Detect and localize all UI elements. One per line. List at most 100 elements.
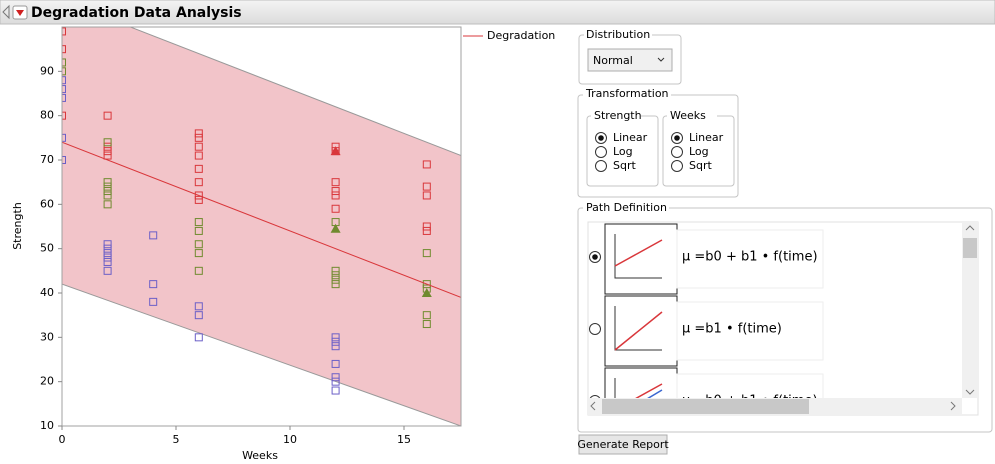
point-square (103, 187, 112, 196)
point-square (103, 142, 112, 151)
formula: μ =b1 • f(time) (682, 322, 782, 337)
h-thumb[interactable] (602, 399, 809, 414)
point-square (103, 240, 112, 249)
point-square (62, 93, 66, 102)
point-square (62, 85, 66, 94)
formula: μ =b0 + b1 • f(time) (682, 394, 818, 409)
formula-box (676, 229, 824, 289)
point-square (331, 386, 340, 395)
point-square (422, 311, 431, 320)
point-square (194, 191, 203, 200)
radio[interactable] (671, 146, 683, 158)
plot-area (62, 27, 461, 426)
chart: Strength Weeks 10 20 30 40 50 60 70 80 90 0 5 10 15 D… (11, 26, 555, 462)
icon-axes (614, 378, 616, 398)
point-square (103, 249, 112, 258)
distribution-value: Normal (593, 54, 633, 67)
path-icon-frame (604, 223, 678, 295)
v-thumb[interactable] (963, 238, 977, 258)
point-square (62, 111, 66, 120)
point-triangle (421, 288, 432, 297)
y-axis-label: Strength (11, 202, 24, 250)
point-square (331, 337, 340, 346)
icon-line (614, 239, 663, 267)
radio[interactable] (589, 395, 601, 407)
point-square (331, 187, 340, 196)
point-square (331, 280, 340, 289)
point-square (331, 342, 340, 351)
point-square (194, 195, 203, 204)
y-tick-label: 40 (40, 286, 54, 299)
point-square (103, 191, 112, 200)
label-bg (591, 109, 641, 123)
path-icon-frame (604, 295, 678, 367)
point-square (422, 222, 431, 231)
plot-frame (61, 26, 462, 427)
confidence-band (62, 27, 461, 426)
point-square (331, 373, 340, 382)
point-square (194, 266, 203, 275)
point-square (422, 182, 431, 191)
path-options: μ =b0 + b1 • f(time) μ =b1 • f(time) μ =b0… (589, 223, 824, 409)
point-square (194, 142, 203, 151)
option-label: Log (613, 145, 633, 158)
y-tick-label: 50 (40, 242, 54, 255)
point-square (331, 275, 340, 284)
y-tick-label: 30 (40, 330, 54, 343)
band-lower (62, 283, 461, 426)
header-bar (0, 0, 995, 25)
icon-line (635, 383, 663, 398)
point-square (103, 147, 112, 156)
radio-dot (592, 254, 598, 260)
formula-box (676, 301, 824, 361)
title: Degradation Data Analysis (31, 5, 242, 21)
point-square (103, 253, 112, 262)
v-arrows (965, 225, 975, 395)
icon-axes (614, 234, 662, 279)
point-square (103, 244, 112, 253)
radio[interactable] (595, 160, 607, 172)
x-tick-label: 5 (173, 433, 180, 446)
point-square (103, 178, 112, 187)
point-square (103, 257, 112, 266)
generate-button-label: Generate Report (577, 438, 669, 451)
path-definition-label: Path Definition (586, 201, 667, 214)
point-square (422, 249, 431, 258)
point-square (194, 218, 203, 227)
fit-line (62, 141, 461, 298)
label-bg (583, 88, 671, 102)
point-square (331, 191, 340, 200)
path-icon-frame (604, 367, 678, 398)
h-arrows (590, 401, 956, 411)
radio[interactable] (595, 146, 607, 158)
label-bg (667, 109, 717, 123)
point-square (194, 151, 203, 160)
option-label: Log (689, 145, 709, 158)
point-square (194, 133, 203, 142)
point-square (62, 27, 66, 36)
point-square (194, 249, 203, 258)
radio[interactable] (589, 323, 601, 335)
point-triangle (330, 146, 341, 156)
radio-dot (598, 135, 604, 141)
point-square (422, 160, 431, 169)
y-tick-label: 80 (40, 109, 54, 122)
point-square (194, 311, 203, 320)
point-square (103, 200, 112, 209)
point-square (194, 333, 203, 342)
formula: μ =b0 + b1 • f(time) (682, 250, 818, 265)
radio-dot (674, 135, 680, 141)
point-square (331, 204, 340, 213)
point-square (331, 333, 340, 342)
radio[interactable] (671, 160, 683, 172)
disclosure[interactable] (2, 4, 10, 20)
legend-label: Degradation (487, 29, 555, 42)
option-label: Sqrt (613, 159, 636, 172)
point-square (62, 45, 66, 54)
generate-button[interactable] (578, 434, 668, 455)
v-scrollbar[interactable] (962, 222, 978, 398)
point-square (194, 302, 203, 311)
distribution-select[interactable] (587, 48, 673, 72)
